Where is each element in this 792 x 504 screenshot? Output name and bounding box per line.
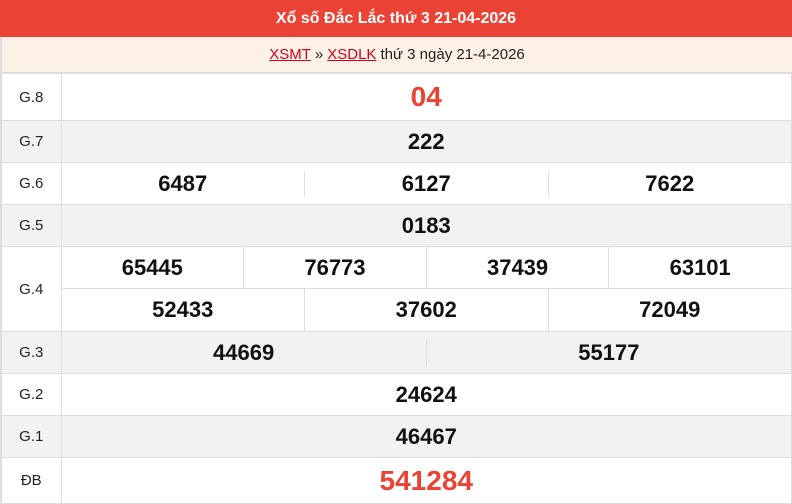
breadcrumb: XSMT » XSDLK thứ 3 ngày 21-4-2026 — [0, 37, 792, 73]
prize-number: 6127 — [304, 170, 548, 197]
prize-label: G.2 — [0, 373, 62, 416]
row-g3: G.3 44669 55177 — [0, 331, 792, 374]
prize-number: 76773 — [243, 247, 426, 288]
prize-number: 24624 — [60, 373, 792, 416]
prize-label: G.8 — [0, 73, 62, 121]
prize-number: 04 — [60, 73, 792, 121]
breadcrumb-separator: » — [314, 46, 324, 63]
prize-number: 44669 — [213, 339, 275, 365]
prize-number: 63101 — [608, 247, 791, 288]
prize-number: 37439 — [425, 247, 609, 288]
breadcrumb-link-xsdlk[interactable]: XSDLK — [327, 46, 377, 63]
prize-number: 46467 — [60, 415, 792, 458]
special-prize-number: 541284 — [60, 457, 792, 504]
prize-label: G.4 — [0, 246, 62, 332]
row-g2: G.2 24624 — [0, 373, 792, 416]
row-g8: G.8 04 — [0, 73, 792, 121]
prize-number: 7622 — [547, 170, 792, 197]
prize-label: G.3 — [0, 331, 62, 374]
prize-number: 65445 — [121, 254, 183, 280]
prize-number: 72049 — [547, 289, 792, 331]
prize-number: 6487 — [158, 170, 208, 196]
prize-number: 55177 — [425, 339, 791, 366]
prize-number: 222 — [60, 120, 792, 163]
row-g6: G.6 6487 6127 7622 — [0, 162, 792, 205]
row-g7: G.7 222 — [0, 120, 792, 163]
breadcrumb-link-xsmt[interactable]: XSMT — [269, 46, 311, 63]
row-g4: G.4 65445 76773 37439 63101 52433 37602 … — [0, 246, 792, 332]
prize-label: G.6 — [0, 162, 62, 205]
prize-label: ĐB — [0, 457, 62, 504]
prize-number: 52433 — [152, 297, 214, 322]
prize-number: 0183 — [60, 204, 792, 247]
row-g1: G.1 46467 — [0, 415, 792, 458]
prize-label: G.7 — [0, 120, 62, 163]
results-table: G.8 04 G.7 222 G.6 6487 6127 7622 G.5 01… — [0, 73, 792, 504]
prize-label: G.5 — [0, 204, 62, 247]
row-g5: G.5 0183 — [0, 204, 792, 247]
prize-label: G.1 — [0, 415, 62, 458]
page-title: Xổ số Đắc Lắc thứ 3 21-04-2026 — [0, 0, 792, 37]
prize-number: 37602 — [304, 289, 548, 331]
breadcrumb-text: thứ 3 ngày 21-4-2026 — [380, 46, 525, 63]
row-special: ĐB 541284 — [0, 457, 792, 504]
